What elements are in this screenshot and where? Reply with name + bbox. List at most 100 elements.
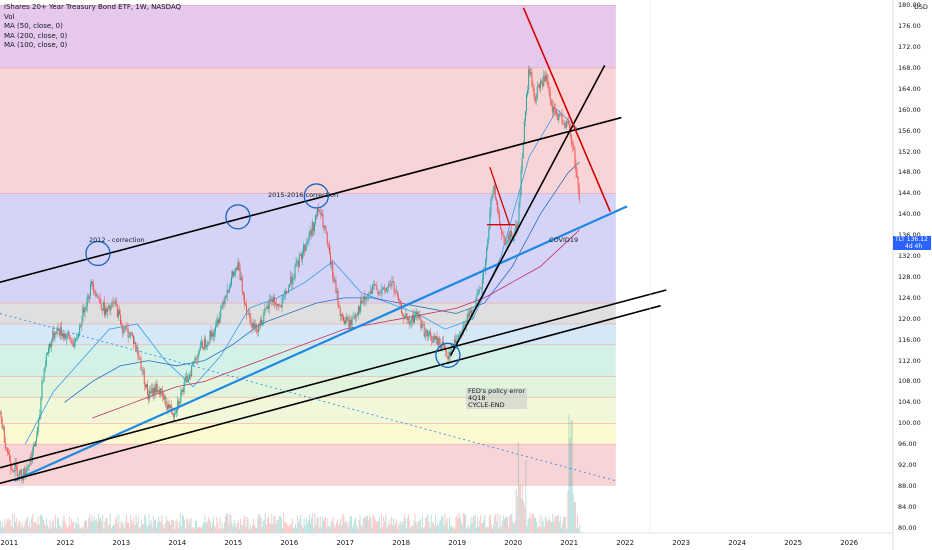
candle-body-253 (271, 300, 273, 302)
volume-bar-0 (0, 521, 1, 533)
volume-bar-264 (284, 521, 286, 533)
candle-body-123 (131, 333, 133, 336)
candle-body-514 (552, 107, 554, 113)
volume-bar-106 (114, 524, 116, 533)
candle-body-331 (355, 315, 357, 316)
volume-bar-443 (476, 517, 478, 533)
volume-bar-440 (473, 516, 475, 533)
candle-body-20 (21, 469, 23, 479)
volume-bar-338 (363, 516, 365, 533)
volume-bar-300 (323, 521, 324, 533)
volume-bar-172 (185, 528, 187, 533)
candle-body-339 (364, 295, 366, 300)
volume-bar-320 (344, 522, 346, 533)
volume-bar-107 (115, 519, 117, 533)
volume-bar-242 (260, 517, 262, 533)
volume-bar-536 (577, 515, 579, 533)
candle-body-44 (46, 353, 48, 355)
volume-bar-70 (75, 521, 77, 533)
volume-bar-13 (13, 513, 15, 533)
volume-bar-427 (459, 517, 461, 533)
volume-bar-304 (327, 518, 329, 533)
candle-body-225 (241, 277, 243, 292)
candle-body-323 (347, 317, 349, 322)
trendline-3 (0, 304, 661, 485)
candle-body-22 (23, 468, 25, 481)
candle-body-235 (252, 322, 254, 328)
ma200-legend[interactable]: MA (200, close, 0) (4, 31, 68, 40)
volume-bar-115 (123, 528, 125, 533)
candle-body-532 (572, 143, 574, 147)
volume-bar-310 (333, 524, 335, 533)
candle-body-2 (1, 417, 3, 429)
candle-body-354 (380, 289, 382, 293)
volume-bar-178 (191, 528, 193, 533)
candle-body-84 (89, 284, 91, 297)
annotation-2012-correction: 2012 - correction (89, 236, 145, 244)
volume-bar-472 (508, 526, 510, 533)
volume-bar-211 (227, 514, 229, 533)
candle-body-470 (505, 243, 507, 245)
candle-body-380 (408, 317, 410, 325)
candle-body-381 (409, 322, 411, 325)
candle-body-417 (448, 351, 450, 360)
candle-body-129 (138, 355, 140, 358)
volume-bar-328 (353, 524, 355, 533)
volume-bar-323 (347, 526, 349, 533)
ma100-legend[interactable]: MA (100, close, 0) (4, 41, 68, 49)
volume-bar-402 (432, 521, 434, 533)
candle-body-70 (74, 339, 76, 343)
candle-body-505 (543, 75, 545, 87)
candle-body-134 (143, 370, 145, 385)
candle-body-126 (135, 342, 137, 349)
volume-bar-254 (273, 515, 275, 533)
volume-bar-182 (195, 520, 197, 533)
volume-bar-256 (275, 523, 277, 533)
volume-bar-52 (55, 528, 57, 533)
ma200-line (92, 229, 580, 419)
volume-bar-369 (397, 528, 399, 533)
candle-body-130 (139, 357, 141, 360)
volume-bar-409 (440, 519, 442, 533)
candle-body-68 (72, 344, 74, 347)
volume-bar-474 (510, 514, 512, 533)
volume-bar-195 (209, 521, 211, 533)
volume-bar-350 (376, 521, 378, 533)
candle-body-406 (436, 336, 438, 346)
volume-bar-105 (113, 525, 114, 533)
candle-body-521 (560, 113, 562, 115)
y-tick-label: 160.00 (898, 105, 921, 114)
volume-bar-473 (509, 516, 511, 533)
candle-body-226 (242, 291, 244, 295)
candle-body-364 (391, 281, 393, 286)
volume-bar-36 (38, 524, 40, 533)
candle-body-258 (277, 304, 279, 306)
volume-bar-494 (531, 513, 533, 533)
candle-body-435 (467, 314, 469, 317)
candle-body-240 (257, 324, 259, 332)
candle-body-517 (556, 113, 558, 115)
volume-bar-493 (530, 518, 532, 533)
volume-bar-95 (102, 514, 104, 533)
candle-body-182 (195, 358, 197, 360)
candle-body-401 (431, 335, 433, 342)
volume-bar-521 (560, 527, 562, 533)
volume-bar-466 (501, 520, 503, 533)
candle-body-88 (94, 291, 96, 293)
volume-bar-110 (118, 514, 120, 533)
volume-bar-378 (406, 518, 408, 533)
volume-bar-461 (496, 521, 498, 533)
volume-bar-442 (475, 527, 477, 533)
volume-bar-175 (188, 524, 190, 533)
candle-body-141 (151, 388, 153, 394)
candle-body-248 (266, 305, 268, 309)
volume-bar-530 (570, 420, 572, 533)
volume-bar-131 (141, 519, 142, 533)
candle-body-353 (379, 292, 381, 294)
candle-body-494 (531, 72, 533, 87)
volume-bar-518 (557, 514, 559, 533)
ma50-legend[interactable]: MA (50, close, 0) (4, 22, 63, 30)
candle-body-458 (492, 190, 494, 195)
candle-body-404 (434, 336, 436, 340)
